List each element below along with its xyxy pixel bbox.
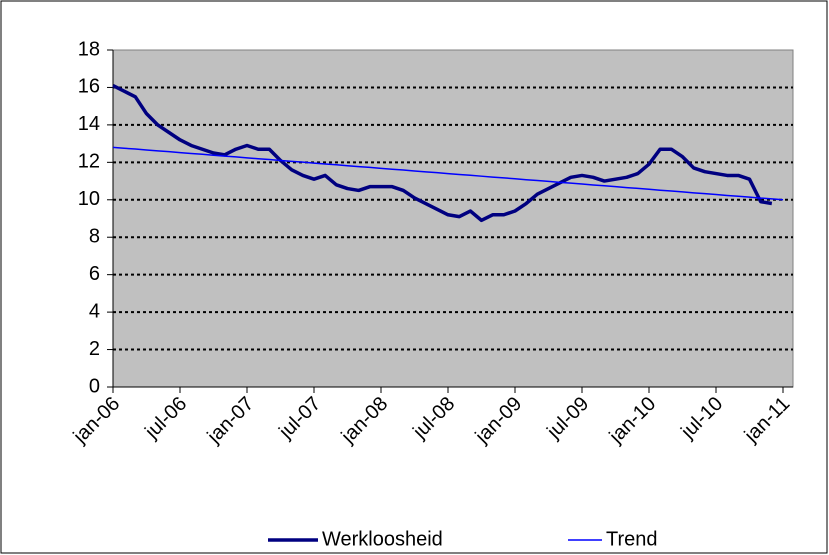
y-tick-label: 10 [78,188,100,210]
y-tick-label: 12 [78,151,100,173]
y-tick-label: 6 [89,263,100,285]
legend-label: Werkloosheid [322,528,443,550]
series-line [112,84,773,223]
y-tick-label: 8 [89,226,100,248]
y-tick-label: 18 [78,38,100,60]
plot-area [112,49,794,388]
y-tick-label: 16 [78,76,100,98]
y-tick-label: 0 [89,375,100,397]
y-tick-label: 4 [89,300,100,322]
y-tick-label: 14 [78,113,100,135]
series-line [112,146,784,201]
legend-label: Trend [606,528,658,550]
y-tick-label: 2 [89,338,100,360]
